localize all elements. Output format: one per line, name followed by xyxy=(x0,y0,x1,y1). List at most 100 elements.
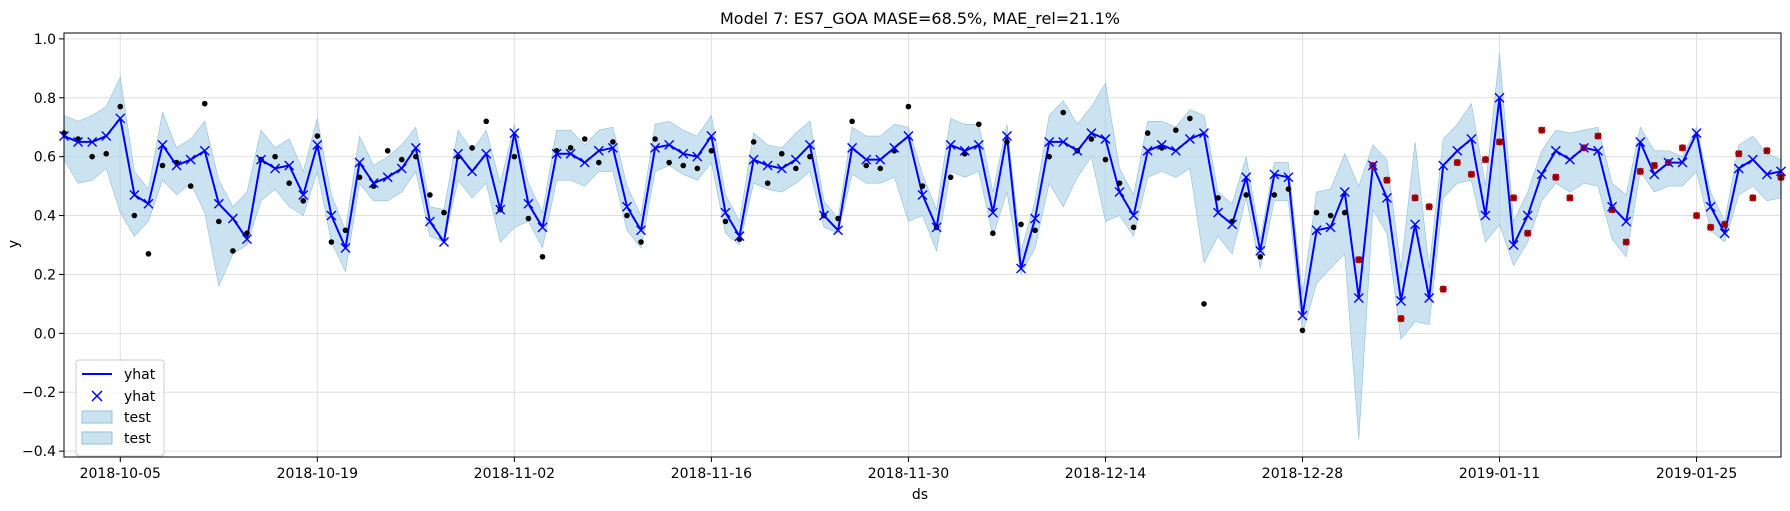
test-point xyxy=(1383,176,1391,184)
yhat-marker-stroke xyxy=(1621,216,1632,227)
yhat-marker xyxy=(213,198,224,209)
yhat-marker xyxy=(776,163,787,174)
yhat-marker-stroke xyxy=(1494,92,1505,103)
yhat-marker xyxy=(931,222,942,233)
yhat-marker xyxy=(1494,92,1505,103)
yhat-marker-stroke xyxy=(1452,145,1463,156)
test-point-cross xyxy=(1468,170,1475,178)
actual-point xyxy=(159,162,166,169)
yhat-marker-stroke xyxy=(931,222,942,233)
yhat-marker xyxy=(481,148,492,159)
yhat-marker xyxy=(1297,310,1308,321)
yhat-marker xyxy=(1184,134,1195,144)
actual-point xyxy=(413,153,419,160)
yhat-marker xyxy=(171,160,182,171)
yhat-marker-stroke xyxy=(607,142,618,153)
yhat-marker xyxy=(1761,169,1772,180)
yhat-marker-stroke xyxy=(1311,225,1322,236)
x-tick-label: 2018-12-28 xyxy=(1262,466,1343,482)
test-point-cross xyxy=(1510,194,1517,202)
yhat-marker xyxy=(1170,145,1181,156)
yhat-marker xyxy=(889,142,900,153)
yhat-marker xyxy=(1367,160,1378,171)
actual-point xyxy=(793,165,799,172)
yhat-marker-stroke xyxy=(467,166,478,177)
yhat-marker xyxy=(1269,169,1280,180)
actual-point xyxy=(750,139,757,145)
yhat-marker-stroke xyxy=(1001,131,1012,142)
yhat-marker xyxy=(720,207,731,218)
legend-label-test-2: test xyxy=(124,431,151,447)
yhat-marker xyxy=(664,139,675,150)
actual-point xyxy=(877,165,884,172)
actual-point xyxy=(835,215,841,222)
actual-point xyxy=(1215,195,1221,201)
actual-point xyxy=(708,147,715,154)
yhat-marker-stroke xyxy=(382,172,393,183)
legend-label-yhat-marker: yhat xyxy=(124,389,156,405)
yhat-marker xyxy=(762,160,773,171)
yhat-marker xyxy=(1058,136,1069,147)
yhat-marker xyxy=(298,189,309,200)
yhat-marker xyxy=(818,210,829,221)
yhat-marker xyxy=(354,157,365,168)
yhat-marker xyxy=(467,166,478,177)
actual-point xyxy=(356,174,363,181)
test-point-cross xyxy=(1594,132,1602,140)
actual-point xyxy=(511,153,518,160)
test-point xyxy=(1707,223,1715,231)
yhat-marker-stroke xyxy=(593,145,604,156)
actual-point xyxy=(216,218,222,225)
yhat-marker xyxy=(1100,134,1111,144)
yhat-marker xyxy=(1677,157,1688,168)
yhat-marker xyxy=(1621,216,1632,227)
yhat-marker-stroke xyxy=(1297,310,1308,321)
test-point xyxy=(1735,150,1743,158)
y-tick-label: 0.8 xyxy=(34,91,56,107)
x-tick-label: 2018-12-14 xyxy=(1065,466,1146,482)
yhat-marker xyxy=(973,139,984,150)
yhat-marker-stroke xyxy=(298,189,309,200)
yhat-marker xyxy=(326,210,337,221)
yhat-marker-stroke xyxy=(1691,128,1702,139)
yhat-marker-stroke xyxy=(396,163,407,174)
yhat-marker-stroke xyxy=(1508,240,1519,250)
test-point xyxy=(1467,170,1475,178)
yhat-marker-stroke xyxy=(621,201,632,212)
y-tick-label: 1.0 xyxy=(34,32,56,48)
yhat-marker xyxy=(87,136,98,147)
yhat-marker xyxy=(129,189,140,200)
test-point xyxy=(1721,220,1729,228)
yhat-marker xyxy=(636,225,647,236)
yhat-marker-stroke xyxy=(748,154,759,165)
yhat-marker-stroke xyxy=(1086,128,1097,139)
yhat-marker-stroke xyxy=(818,210,829,221)
yhat-marker-stroke xyxy=(241,234,252,245)
actual-point xyxy=(384,147,391,154)
yhat-marker xyxy=(1719,228,1730,239)
yhat-marker-stroke xyxy=(481,148,492,159)
actual-point xyxy=(1004,139,1010,145)
x-tick-label: 2018-11-30 xyxy=(868,466,949,482)
yhat-marker xyxy=(115,113,126,124)
test-point-cross xyxy=(1636,168,1644,175)
yhat-marker-stroke xyxy=(1072,145,1083,156)
yhat-marker-stroke xyxy=(1663,157,1674,168)
yhat-marker-stroke xyxy=(171,160,182,171)
yhat-marker xyxy=(1480,210,1491,221)
yhat-marker-stroke xyxy=(1170,145,1181,156)
actual-point xyxy=(1116,180,1123,186)
yhat-marker-stroke xyxy=(847,142,858,153)
yhat-marker xyxy=(1072,145,1083,156)
yhat-marker-stroke xyxy=(804,139,815,150)
yhat-marker-stroke xyxy=(1283,172,1294,183)
yhat-marker xyxy=(1508,240,1519,250)
yhat-marker-stroke xyxy=(1353,293,1364,303)
yhat-marker-stroke xyxy=(1761,169,1772,180)
yhat-marker-stroke xyxy=(1381,192,1392,203)
actual-point xyxy=(286,180,292,186)
yhat-marker xyxy=(1663,157,1674,168)
actual-point xyxy=(764,180,771,186)
yhat-marker-stroke xyxy=(523,198,534,209)
yhat-marker xyxy=(833,225,844,236)
